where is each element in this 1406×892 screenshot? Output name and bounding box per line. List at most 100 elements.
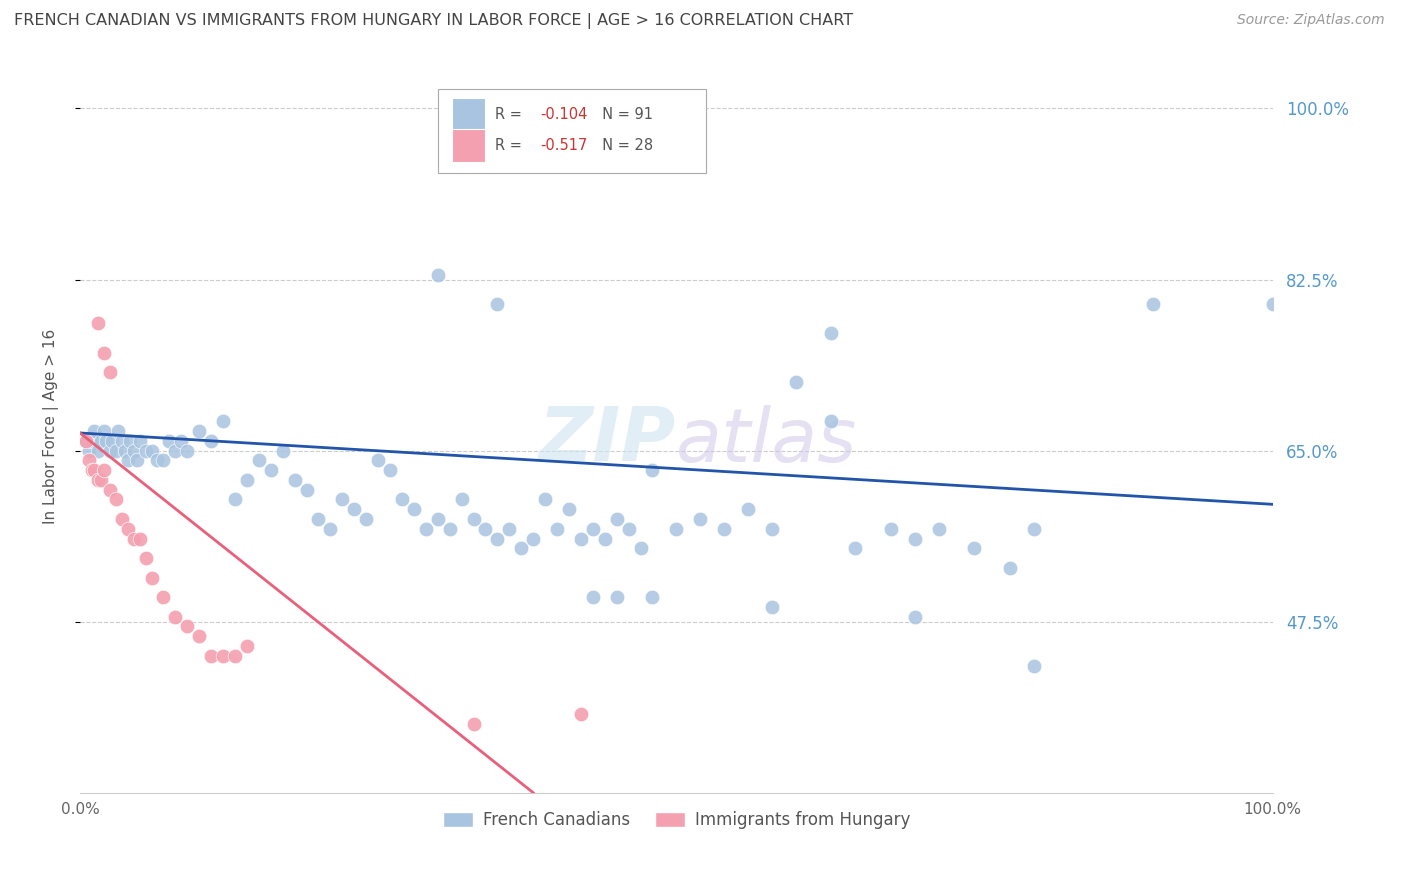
Point [522, 532, 544, 546]
Text: atlas: atlas [676, 405, 858, 477]
Point [93, 424, 115, 438]
Point [463, 512, 485, 526]
FancyBboxPatch shape [453, 129, 485, 162]
Point [98, 483, 121, 497]
Point [122, 532, 145, 546]
Point [606, 590, 628, 604]
Point [127, 453, 149, 467]
Legend: French Canadians, Immigrants from Hungary: French Canadians, Immigrants from Hungar… [436, 805, 917, 836]
Point [83, 463, 105, 477]
Point [111, 512, 134, 526]
Point [224, 492, 246, 507]
Point [785, 375, 807, 389]
Point [593, 532, 616, 546]
Point [271, 443, 294, 458]
Point [212, 414, 235, 428]
Point [146, 453, 169, 467]
Point [152, 590, 174, 604]
Text: N = 28: N = 28 [593, 138, 652, 153]
Point [247, 453, 270, 467]
Point [236, 639, 259, 653]
Point [546, 522, 568, 536]
Point [486, 532, 509, 546]
Point [200, 434, 222, 448]
Point [665, 522, 688, 536]
Point [90, 434, 112, 448]
Point [165, 443, 187, 458]
Point [928, 522, 950, 536]
Point [98, 365, 121, 379]
Point [582, 590, 605, 604]
Point [617, 522, 640, 536]
Point [426, 512, 449, 526]
Point [820, 414, 842, 428]
Text: R =: R = [495, 138, 526, 153]
Point [117, 453, 139, 467]
Point [330, 492, 353, 507]
Point [117, 522, 139, 536]
Point [104, 443, 127, 458]
Point [844, 541, 866, 556]
Point [157, 434, 180, 448]
Point [474, 522, 496, 536]
Point [606, 512, 628, 526]
Point [378, 463, 401, 477]
Point [75, 434, 97, 448]
Point [176, 443, 198, 458]
Point [713, 522, 735, 536]
Point [165, 609, 187, 624]
Point [141, 571, 163, 585]
Point [761, 599, 783, 614]
Point [122, 443, 145, 458]
Point [498, 522, 520, 536]
Point [176, 619, 198, 633]
Point [1000, 561, 1022, 575]
Point [212, 648, 235, 663]
Point [104, 492, 127, 507]
Point [90, 473, 112, 487]
Point [904, 609, 927, 624]
Point [391, 492, 413, 507]
Point [689, 512, 711, 526]
Point [402, 502, 425, 516]
Point [188, 629, 211, 643]
Point [98, 443, 121, 458]
Point [534, 492, 557, 507]
Point [582, 522, 605, 536]
Point [904, 532, 927, 546]
Point [463, 717, 485, 731]
Point [79, 443, 101, 458]
Point [83, 424, 105, 438]
Point [641, 590, 664, 604]
Text: Source: ZipAtlas.com: Source: ZipAtlas.com [1237, 13, 1385, 28]
Point [152, 453, 174, 467]
Point [260, 463, 283, 477]
FancyBboxPatch shape [437, 89, 706, 173]
Text: FRENCH CANADIAN VS IMMIGRANTS FROM HUNGARY IN LABOR FORCE | AGE > 16 CORRELATION: FRENCH CANADIAN VS IMMIGRANTS FROM HUNGA… [14, 13, 853, 29]
Text: N = 91: N = 91 [593, 107, 652, 121]
Point [761, 522, 783, 536]
Point [114, 443, 136, 458]
Point [96, 434, 118, 448]
Point [188, 424, 211, 438]
Point [93, 463, 115, 477]
Point [80, 434, 103, 448]
Point [1261, 297, 1284, 311]
Point [630, 541, 652, 556]
Point [295, 483, 318, 497]
Point [75, 434, 97, 448]
Point [450, 492, 472, 507]
Point [426, 268, 449, 282]
Point [1022, 658, 1045, 673]
Point [200, 648, 222, 663]
Y-axis label: In Labor Force | Age > 16: In Labor Force | Age > 16 [44, 328, 59, 524]
Point [135, 443, 157, 458]
Point [224, 648, 246, 663]
Point [820, 326, 842, 341]
Text: R =: R = [495, 107, 526, 121]
Point [558, 502, 581, 516]
Point [141, 443, 163, 458]
FancyBboxPatch shape [453, 98, 485, 131]
Point [79, 453, 101, 467]
Point [963, 541, 986, 556]
